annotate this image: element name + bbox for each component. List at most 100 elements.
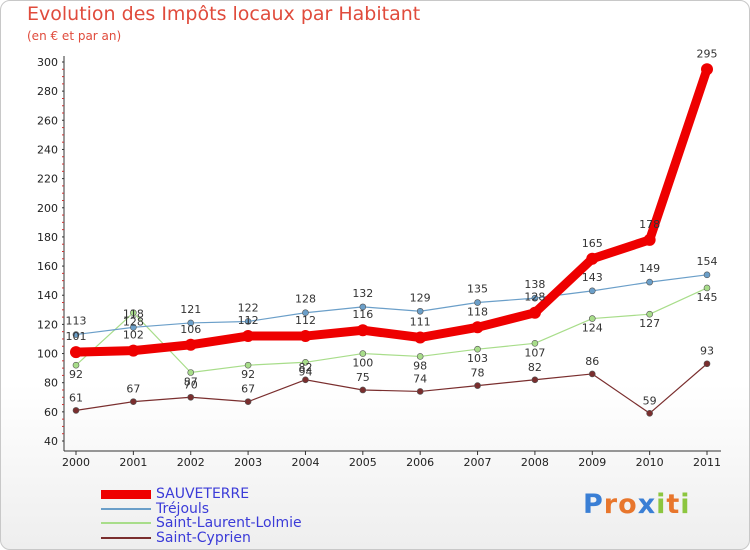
data-label: 145: [697, 291, 718, 304]
logo-letter: o: [618, 489, 638, 520]
data-point: [646, 278, 653, 286]
legend-label: Tréjouls: [156, 500, 210, 517]
x-tick-label: 2003: [234, 456, 262, 469]
legend-swatch: [101, 507, 151, 510]
data-label: 75: [356, 371, 370, 384]
data-point: [474, 382, 481, 389]
x-tick-label: 2005: [349, 456, 377, 469]
data-label: 154: [697, 255, 718, 268]
data-label: 118: [467, 305, 488, 318]
data-label: 128: [524, 291, 545, 304]
x-tick-label: 2011: [693, 456, 721, 469]
data-label: 98: [413, 359, 427, 372]
data-point: [531, 340, 539, 347]
data-label: 135: [467, 283, 488, 296]
data-label: 67: [241, 383, 255, 396]
legend-label: Saint-Laurent-Lolmie: [156, 515, 302, 531]
data-point: [302, 358, 309, 366]
data-point: [72, 407, 80, 414]
x-tick-label: 2001: [119, 456, 147, 469]
legend-label: Saint-Cyprien: [156, 529, 251, 546]
data-label: 143: [582, 271, 603, 284]
data-label: 94: [298, 365, 312, 378]
data-point: [130, 309, 137, 317]
data-label: 74: [413, 372, 427, 385]
y-tick-label: 40: [44, 435, 58, 448]
data-point: [187, 369, 195, 376]
data-point: [588, 287, 596, 295]
data-label: 86: [585, 355, 599, 368]
data-label: 128: [295, 293, 316, 306]
y-tick-label: 80: [44, 377, 58, 390]
logo-letter: P: [583, 489, 604, 520]
data-label: 61: [69, 391, 83, 404]
legend-label: SAUVETERRE: [156, 486, 250, 502]
data-label: 165: [582, 237, 603, 250]
data-point: [703, 360, 711, 368]
data-label: 107: [524, 346, 545, 359]
data-label: 70: [184, 378, 198, 391]
y-tick-label: 240: [37, 143, 58, 156]
data-label: 78: [471, 367, 485, 380]
chart-title: Evolution des Impôts locaux par Habitant: [27, 3, 421, 25]
data-point: [531, 376, 539, 384]
data-point: [299, 330, 312, 343]
data-point: [474, 345, 481, 353]
series-line: [75, 274, 708, 336]
data-point: [588, 370, 596, 378]
data-point: [586, 252, 599, 265]
y-tick-label: 60: [44, 406, 58, 419]
proxiti-logo: Proxiti: [583, 489, 691, 520]
data-point: [127, 344, 140, 357]
data-point: [528, 306, 541, 319]
data-label: 149: [639, 262, 660, 275]
data-point: [416, 353, 424, 360]
data-point: [244, 398, 252, 405]
data-label: 112: [238, 314, 259, 327]
data-point: [70, 346, 82, 359]
data-point: [474, 299, 481, 306]
y-tick-label: 220: [37, 173, 58, 186]
y-tick-label: 120: [37, 318, 58, 331]
data-point: [416, 307, 424, 315]
data-label: 59: [643, 394, 657, 407]
data-point: [643, 233, 656, 246]
x-tick-label: 2007: [464, 456, 492, 469]
data-label: 113: [66, 315, 87, 328]
chart-subtitle: (en € et par an): [27, 29, 122, 43]
legend-swatch: [101, 536, 151, 539]
x-tick-label: 2009: [578, 456, 606, 469]
series-line: [75, 363, 708, 414]
data-label: 67: [126, 383, 140, 396]
data-label: 82: [528, 361, 542, 374]
data-point: [130, 398, 137, 405]
y-tick-label: 100: [37, 348, 58, 361]
y-tick-label: 200: [37, 202, 58, 215]
data-point: [302, 309, 309, 317]
data-label: 132: [352, 287, 373, 300]
series-line: [75, 287, 708, 374]
logo-letter: i: [656, 489, 667, 520]
data-point: [359, 386, 367, 394]
data-point: [471, 321, 484, 334]
x-tick-label: 2010: [636, 456, 664, 469]
data-label: 112: [295, 314, 316, 327]
logo-letter: t: [666, 489, 681, 520]
data-label: 92: [241, 368, 255, 381]
data-point: [646, 310, 653, 318]
data-label: 295: [697, 47, 718, 60]
series-sauveterre: [70, 63, 713, 359]
data-label: 100: [352, 357, 373, 370]
data-label: 101: [66, 330, 87, 343]
y-tick-label: 280: [37, 85, 58, 98]
data-label: 129: [410, 291, 431, 304]
data-point: [356, 324, 369, 337]
data-point: [414, 331, 427, 344]
data-label: 121: [180, 303, 201, 316]
data-label: 82: [298, 361, 312, 374]
logo-letter: x: [637, 489, 657, 520]
data-label: 127: [639, 317, 660, 330]
data-label: 106: [180, 323, 201, 336]
y-tick-label: 140: [37, 289, 58, 302]
